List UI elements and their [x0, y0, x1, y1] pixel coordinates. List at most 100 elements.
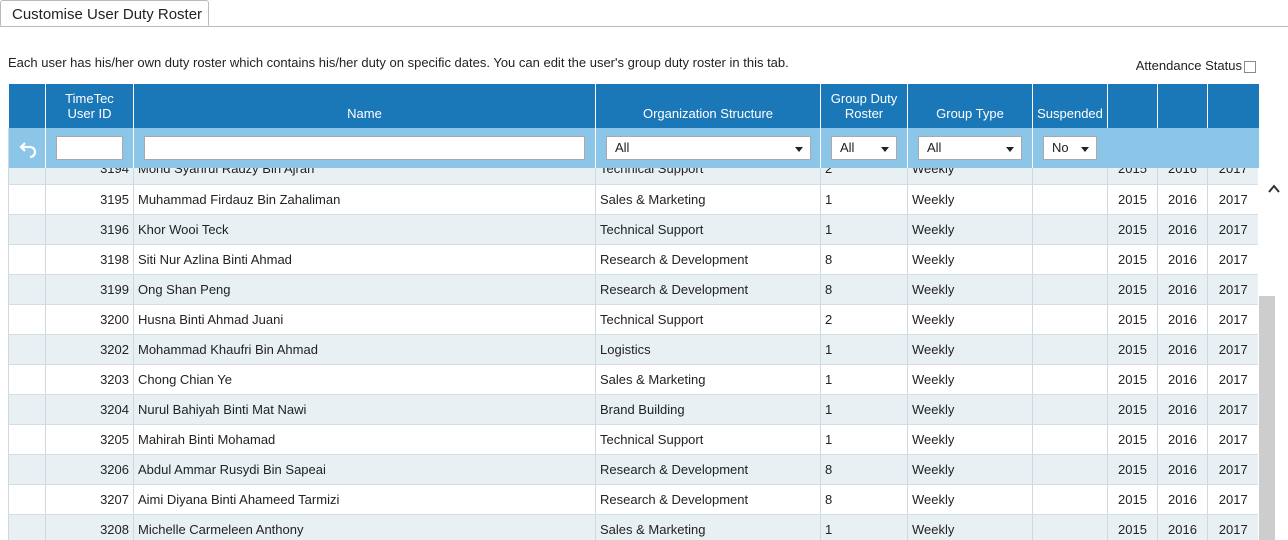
- chevron-up-icon[interactable]: [1267, 182, 1281, 196]
- chevron-down-icon: [795, 147, 803, 152]
- table-row[interactable]: 3196 Khor Wooi Teck Technical Support 1 Week…: [8, 214, 1258, 245]
- year-2017-link[interactable]: 2017: [1207, 214, 1258, 245]
- year-2016-link[interactable]: 2016: [1157, 244, 1208, 275]
- filter-suspended-cell: No: [1032, 128, 1108, 168]
- page-description: Each user has his/her own duty roster wh…: [8, 55, 789, 70]
- vertical-scrollbar[interactable]: [1259, 168, 1288, 540]
- year-2015-link[interactable]: 2015: [1107, 424, 1158, 455]
- row-select-cell: [8, 514, 46, 540]
- year-2015-link[interactable]: 2015: [1107, 168, 1158, 185]
- year-2016-link[interactable]: 2016: [1157, 364, 1208, 395]
- scrollbar-thumb[interactable]: [1259, 296, 1275, 540]
- user-id-cell: 3206: [45, 454, 134, 485]
- table-row[interactable]: 3198 Siti Nur Azlina Binti Ahmad Research …: [8, 244, 1258, 275]
- filter-org-select[interactable]: All: [606, 136, 811, 160]
- year-2015-link[interactable]: 2015: [1107, 274, 1158, 305]
- year-2015-link[interactable]: 2015: [1107, 484, 1158, 515]
- filter-user-id-input[interactable]: [56, 136, 123, 160]
- col-organization-structure[interactable]: Organization Structure: [595, 84, 821, 128]
- year-2017-link[interactable]: 2017: [1207, 304, 1258, 335]
- user-id-cell: 3194: [45, 168, 134, 185]
- suspended-cell: [1032, 184, 1108, 215]
- table-row[interactable]: 3202 Mohammad Khaufri Bin Ahmad Logistics 1…: [8, 334, 1258, 365]
- roster-cell: 2: [820, 168, 908, 185]
- year-2016-link[interactable]: 2016: [1157, 304, 1208, 335]
- filter-roster-select[interactable]: All: [831, 136, 897, 160]
- col-year-1: [1107, 84, 1158, 128]
- table-row[interactable]: 3195 Muhammad Firdauz Bin Zahaliman Sales …: [8, 184, 1258, 215]
- org-cell: Research & Development: [595, 244, 821, 275]
- year-2017-link[interactable]: 2017: [1207, 454, 1258, 485]
- year-2016-link[interactable]: 2016: [1157, 334, 1208, 365]
- filter-year-1-cell: [1107, 128, 1158, 168]
- table-row[interactable]: 3204 Nurul Bahiyah Binti Mat Nawi Brand Bu…: [8, 394, 1258, 425]
- row-select-cell: [8, 304, 46, 335]
- suspended-cell: [1032, 364, 1108, 395]
- year-2017-link[interactable]: 2017: [1207, 334, 1258, 365]
- table-row[interactable]: 3208 Michelle Carmeleen Anthony Sales & Ma…: [8, 514, 1258, 540]
- org-cell: Brand Building: [595, 394, 821, 425]
- year-2017-link[interactable]: 2017: [1207, 184, 1258, 215]
- year-2016-link[interactable]: 2016: [1157, 274, 1208, 305]
- table-row[interactable]: 3200 Husna Binti Ahmad Juani Technical Sup…: [8, 304, 1258, 335]
- filter-group-type-select[interactable]: All: [918, 136, 1022, 160]
- year-2016-link[interactable]: 2016: [1157, 168, 1208, 185]
- filter-name-input[interactable]: [144, 136, 585, 160]
- year-2017-link[interactable]: 2017: [1207, 168, 1258, 185]
- table-row[interactable]: 3199 Ong Shan Peng Research & Development 8…: [8, 274, 1258, 305]
- table-row[interactable]: 3203 Chong Chian Ye Sales & Marketing 1 Week…: [8, 364, 1258, 395]
- year-2016-link[interactable]: 2016: [1157, 454, 1208, 485]
- year-2017-link[interactable]: 2017: [1207, 424, 1258, 455]
- user-id-cell: 3205: [45, 424, 134, 455]
- year-2016-link[interactable]: 2016: [1157, 424, 1208, 455]
- col-name[interactable]: Name: [133, 84, 596, 128]
- tab-customise-user-duty-roster[interactable]: Customise User Duty Roster: [0, 0, 209, 26]
- group-type-cell: Weekly: [907, 244, 1033, 275]
- table-row[interactable]: 3205 Mahirah Binti Mohamad Technical Suppo…: [8, 424, 1258, 455]
- year-2015-link[interactable]: 2015: [1107, 244, 1158, 275]
- year-2016-link[interactable]: 2016: [1157, 394, 1208, 425]
- col-group-type[interactable]: Group Type: [907, 84, 1033, 128]
- year-2016-link[interactable]: 2016: [1157, 514, 1208, 540]
- year-2015-link[interactable]: 2015: [1107, 214, 1158, 245]
- filter-suspended-select[interactable]: No: [1043, 136, 1097, 160]
- name-cell: Muhammad Firdauz Bin Zahaliman: [133, 184, 596, 215]
- row-select-cell: [8, 364, 46, 395]
- col-suspended[interactable]: Suspended: [1032, 84, 1108, 128]
- col-user-id[interactable]: TimeTec User ID: [45, 84, 134, 128]
- col-group-duty-roster[interactable]: Group Duty Roster: [820, 84, 908, 128]
- attendance-status-checkbox[interactable]: [1244, 61, 1256, 73]
- year-2015-link[interactable]: 2015: [1107, 304, 1158, 335]
- filter-org-cell: All: [595, 128, 821, 168]
- year-2015-link[interactable]: 2015: [1107, 334, 1158, 365]
- roster-cell: 1: [820, 514, 908, 540]
- name-cell: Abdul Ammar Rusydi Bin Sapeai: [133, 454, 596, 485]
- col-select: [8, 84, 46, 128]
- table-row[interactable]: 3207 Aimi Diyana Binti Ahameed Tarmizi Res…: [8, 484, 1258, 515]
- year-2017-link[interactable]: 2017: [1207, 394, 1258, 425]
- name-cell: Ong Shan Peng: [133, 274, 596, 305]
- year-2017-link[interactable]: 2017: [1207, 484, 1258, 515]
- year-2017-link[interactable]: 2017: [1207, 364, 1258, 395]
- table-row[interactable]: 3194 Mohd Syahrul Radzy Bin Ajran Technica…: [8, 168, 1258, 185]
- year-2016-link[interactable]: 2016: [1157, 184, 1208, 215]
- year-2017-link[interactable]: 2017: [1207, 244, 1258, 275]
- group-type-cell: Weekly: [907, 364, 1033, 395]
- undo-icon[interactable]: [19, 138, 39, 158]
- year-2016-link[interactable]: 2016: [1157, 484, 1208, 515]
- filter-roster-value: All: [840, 140, 855, 155]
- name-cell: Siti Nur Azlina Binti Ahmad: [133, 244, 596, 275]
- year-2015-link[interactable]: 2015: [1107, 394, 1158, 425]
- roster-cell: 1: [820, 214, 908, 245]
- year-2017-link[interactable]: 2017: [1207, 274, 1258, 305]
- user-id-cell: 3202: [45, 334, 134, 365]
- year-2015-link[interactable]: 2015: [1107, 184, 1158, 215]
- year-2015-link[interactable]: 2015: [1107, 454, 1158, 485]
- table-row[interactable]: 3206 Abdul Ammar Rusydi Bin Sapeai Researc…: [8, 454, 1258, 485]
- year-2015-link[interactable]: 2015: [1107, 364, 1158, 395]
- year-2016-link[interactable]: 2016: [1157, 214, 1208, 245]
- year-2015-link[interactable]: 2015: [1107, 514, 1158, 540]
- user-id-cell: 3195: [45, 184, 134, 215]
- year-2017-link[interactable]: 2017: [1207, 514, 1258, 540]
- row-select-cell: [8, 244, 46, 275]
